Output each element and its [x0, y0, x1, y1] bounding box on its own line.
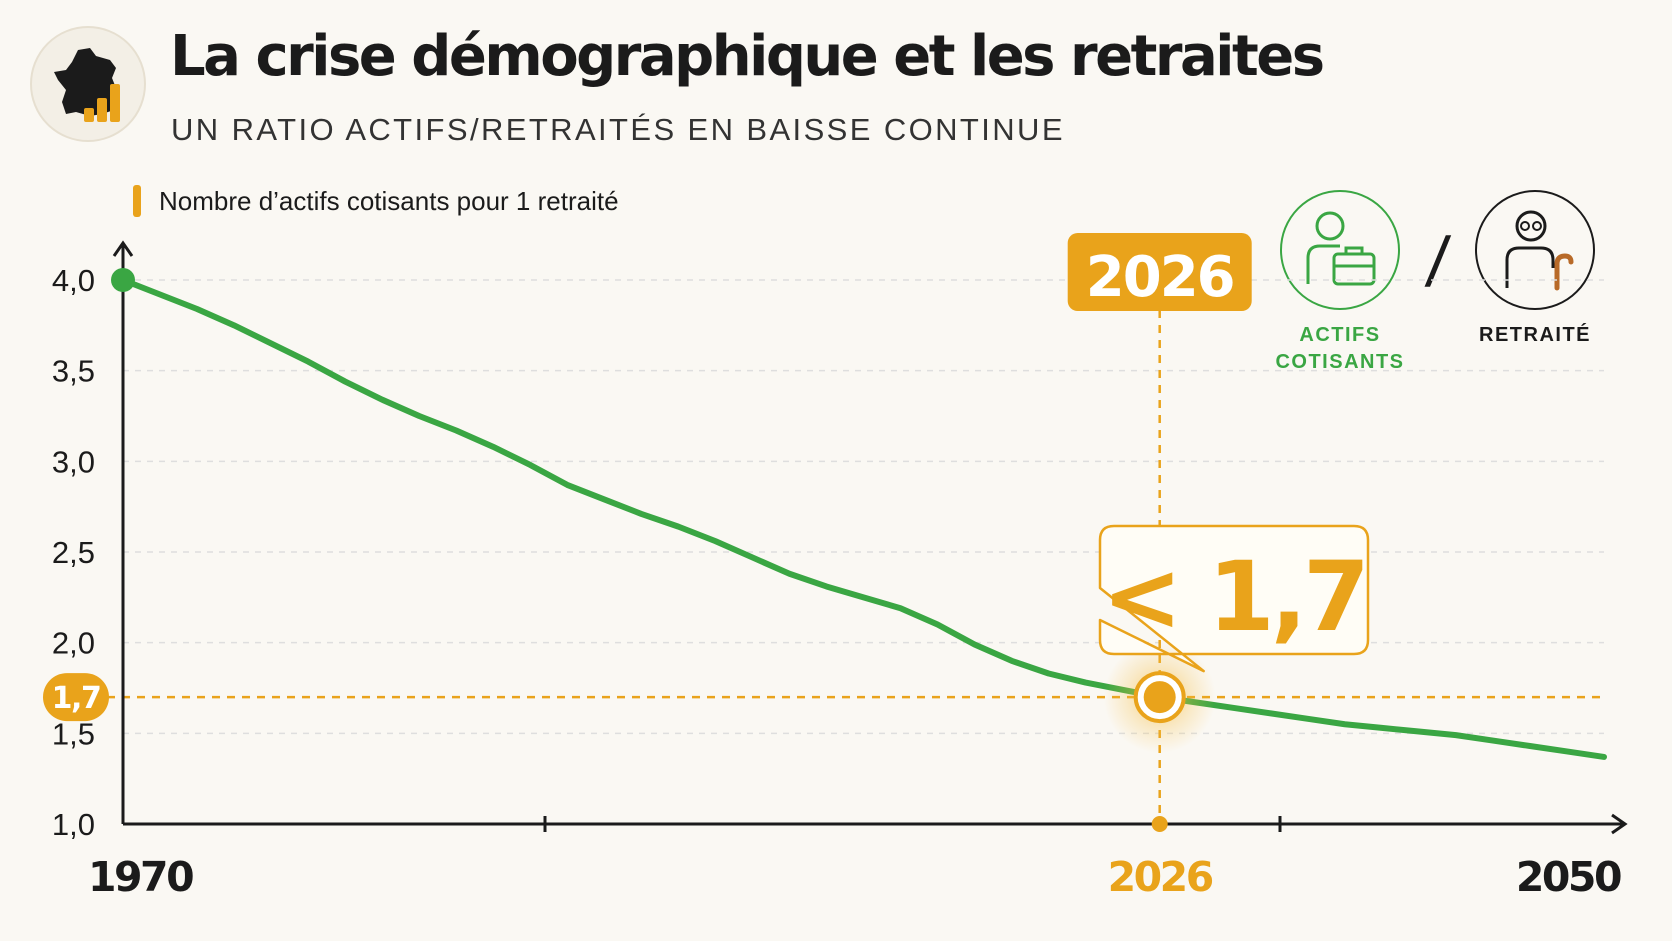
- retraite-label: RETRAITÉ: [1479, 324, 1591, 346]
- value-pill: [43, 673, 109, 722]
- x-axis-ticks: 1970 2026 2050: [88, 853, 1623, 901]
- y-tick-label: 2,0: [52, 626, 95, 661]
- x-tick-label: 2026: [1108, 853, 1213, 901]
- value-pill-label: 1,7: [52, 681, 101, 716]
- france-map-bar-chart-icon: [54, 48, 120, 122]
- worker-briefcase-icon: [1280, 190, 1400, 310]
- highlight-point: [1143, 681, 1176, 714]
- y-axis-arrow: [112, 240, 134, 257]
- series-start-point: [111, 268, 135, 292]
- callout-label: < 1,7: [1102, 541, 1366, 653]
- callout-box: [1098, 524, 1370, 673]
- x-tick-label: 2050: [1516, 853, 1621, 901]
- series: [111, 268, 1607, 760]
- axes: [112, 240, 1628, 835]
- x-axis-arrow: [1611, 813, 1628, 835]
- legend-swatch: [133, 185, 141, 217]
- elderly-person-cane-icon: [1475, 190, 1595, 310]
- highlight-guides: [92, 310, 1604, 824]
- page-title: La crise démographique et les retraites: [170, 24, 1325, 89]
- logo: [30, 26, 146, 142]
- grid: [123, 279, 1604, 735]
- y-tick-label: 1,0: [52, 807, 95, 842]
- retraite-icon-group: RETRAITÉ: [1475, 190, 1595, 349]
- actifs-icon-group: ACTIFS COTISANTS: [1275, 190, 1403, 376]
- series-line: [120, 277, 1607, 760]
- y-tick-label: 2,5: [52, 535, 95, 570]
- legend: Nombre d’actifs cotisants pour 1 retrait…: [133, 185, 619, 217]
- annotations: 2026 1,7 < 1,7: [43, 233, 1370, 832]
- y-tick-label: 3,0: [52, 444, 95, 479]
- highlight-axis-dot: [1151, 816, 1168, 832]
- x-tick-label: 1970: [88, 853, 193, 901]
- y-tick-label: 1,5: [52, 716, 95, 751]
- legend-label: Nombre d’actifs cotisants pour 1 retrait…: [159, 185, 619, 216]
- page-subtitle: UN RATIO ACTIFS/RETRAITÉS EN BAISSE CONT…: [171, 112, 1065, 147]
- year-badge-label: 2026: [1086, 245, 1234, 310]
- actifs-label: ACTIFS COTISANTS: [1275, 324, 1405, 373]
- year-badge: [1067, 233, 1252, 311]
- y-tick-label: 4,0: [52, 263, 95, 298]
- y-axis-ticks: 1,0 1,5 2,0 2,5 3,0 3,5 4,0: [52, 263, 95, 842]
- y-tick-label: 3,5: [52, 354, 95, 389]
